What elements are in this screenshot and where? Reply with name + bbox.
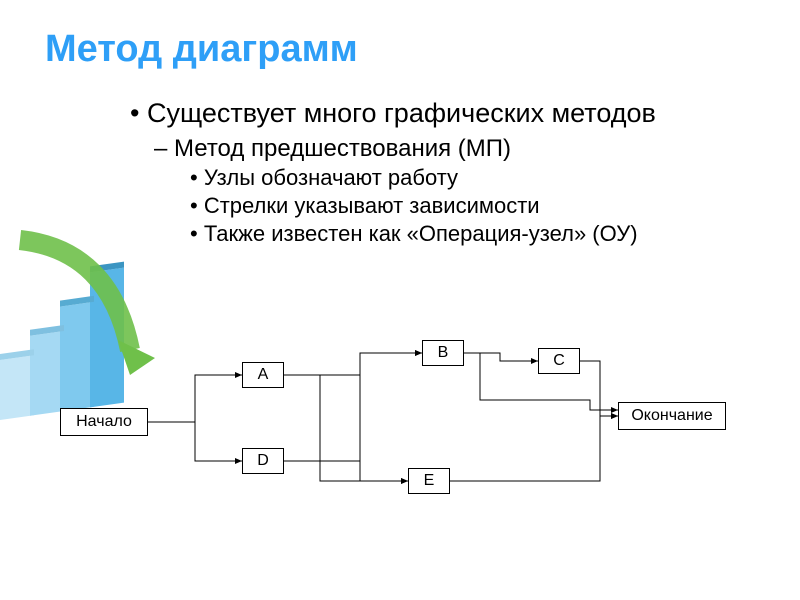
bullet-lvl1-text: Существует много графических методов — [147, 98, 656, 128]
page-title: Метод диаграмм — [45, 28, 358, 71]
node-E: E — [408, 468, 450, 494]
title-text: Метод диаграмм — [45, 28, 358, 70]
edge-E-end — [450, 416, 618, 481]
bullet-lvl2: Метод предшествования (МП) — [154, 135, 750, 163]
edge-start-A — [148, 375, 242, 422]
bullet-lvl3b: Стрелки указывают зависимости — [190, 193, 750, 219]
bullet-lvl3c: Также известен как «Операция-узел» (ОУ) — [190, 221, 750, 247]
node-A: A — [242, 362, 284, 388]
node-C: C — [538, 348, 580, 374]
edge-D-B — [284, 353, 422, 461]
edge-A-E — [284, 375, 408, 481]
bullet-list: Существует много графических методов Мет… — [130, 98, 750, 247]
edge-A-B — [284, 353, 422, 375]
flowchart-edges — [60, 340, 760, 560]
edge-B-C — [464, 353, 538, 361]
bullet-lvl2-text: Метод предшествования (МП) — [174, 135, 511, 162]
node-start: Начало — [60, 408, 148, 436]
edge-C-end — [580, 361, 618, 416]
edge-D-E — [284, 461, 408, 481]
node-D: D — [242, 448, 284, 474]
bullet-lvl3b-text: Стрелки указывают зависимости — [204, 193, 540, 218]
bullet-lvl3a-text: Узлы обозначают работу — [204, 165, 458, 190]
bullet-lvl3c-text: Также известен как «Операция-узел» (ОУ) — [204, 221, 638, 246]
bullet-lvl3a: Узлы обозначают работу — [190, 165, 750, 191]
node-end: Окончание — [618, 402, 726, 430]
node-B: B — [422, 340, 464, 366]
bullet-lvl1: Существует много графических методов — [130, 98, 750, 129]
flowchart: Начало A B C D E Окончание — [60, 340, 760, 560]
edge-start-D — [148, 422, 242, 461]
